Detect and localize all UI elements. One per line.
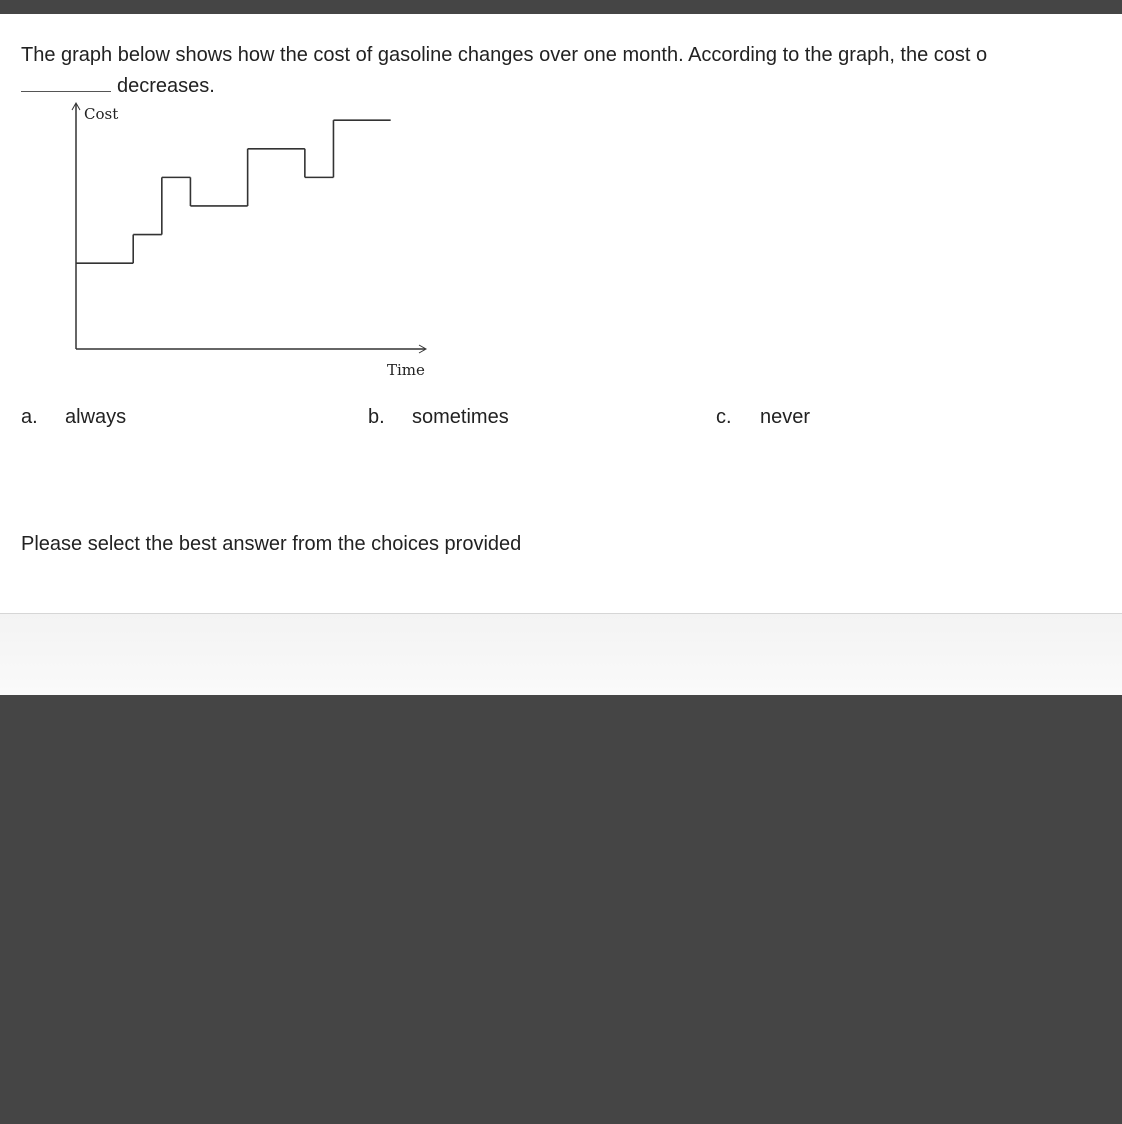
question-text: The graph below shows how the cost of ga…: [21, 40, 1122, 102]
answer-blank: [21, 71, 111, 92]
y-axis-arrow-icon: [71, 101, 81, 111]
choice-b[interactable]: b. sometimes: [368, 406, 509, 429]
x-axis-label: Time: [387, 361, 425, 379]
question-line-2: decreases.: [117, 75, 215, 97]
choice-letter: b.: [368, 406, 385, 428]
choice-letter: c.: [716, 406, 732, 428]
top-bar: [0, 0, 1122, 14]
question-card: [0, 14, 1122, 614]
choice-text: never: [760, 406, 811, 428]
choice-a[interactable]: a. always: [21, 406, 126, 429]
choice-c[interactable]: c. never: [716, 406, 810, 429]
choice-text: always: [65, 406, 127, 428]
choice-text: sometimes: [412, 406, 509, 428]
x-axis-arrow-icon: [418, 344, 428, 354]
cost-time-graph: Cost Time: [71, 101, 428, 379]
footer-bar: [0, 614, 1122, 695]
y-axis-label: Cost: [84, 105, 118, 123]
question-line-1: The graph below shows how the cost of ga…: [21, 44, 988, 66]
instruction-text: Please select the best answer from the c…: [21, 533, 522, 555]
choice-letter: a.: [21, 406, 38, 428]
